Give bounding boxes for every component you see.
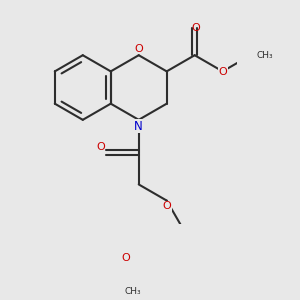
Text: O: O — [134, 44, 143, 54]
Text: O: O — [122, 253, 130, 262]
Text: O: O — [97, 142, 105, 152]
Text: CH₃: CH₃ — [124, 287, 141, 296]
Text: N: N — [134, 120, 143, 133]
Text: O: O — [162, 201, 171, 211]
Text: CH₃: CH₃ — [257, 51, 273, 60]
Text: O: O — [218, 67, 227, 77]
Text: O: O — [192, 23, 200, 33]
